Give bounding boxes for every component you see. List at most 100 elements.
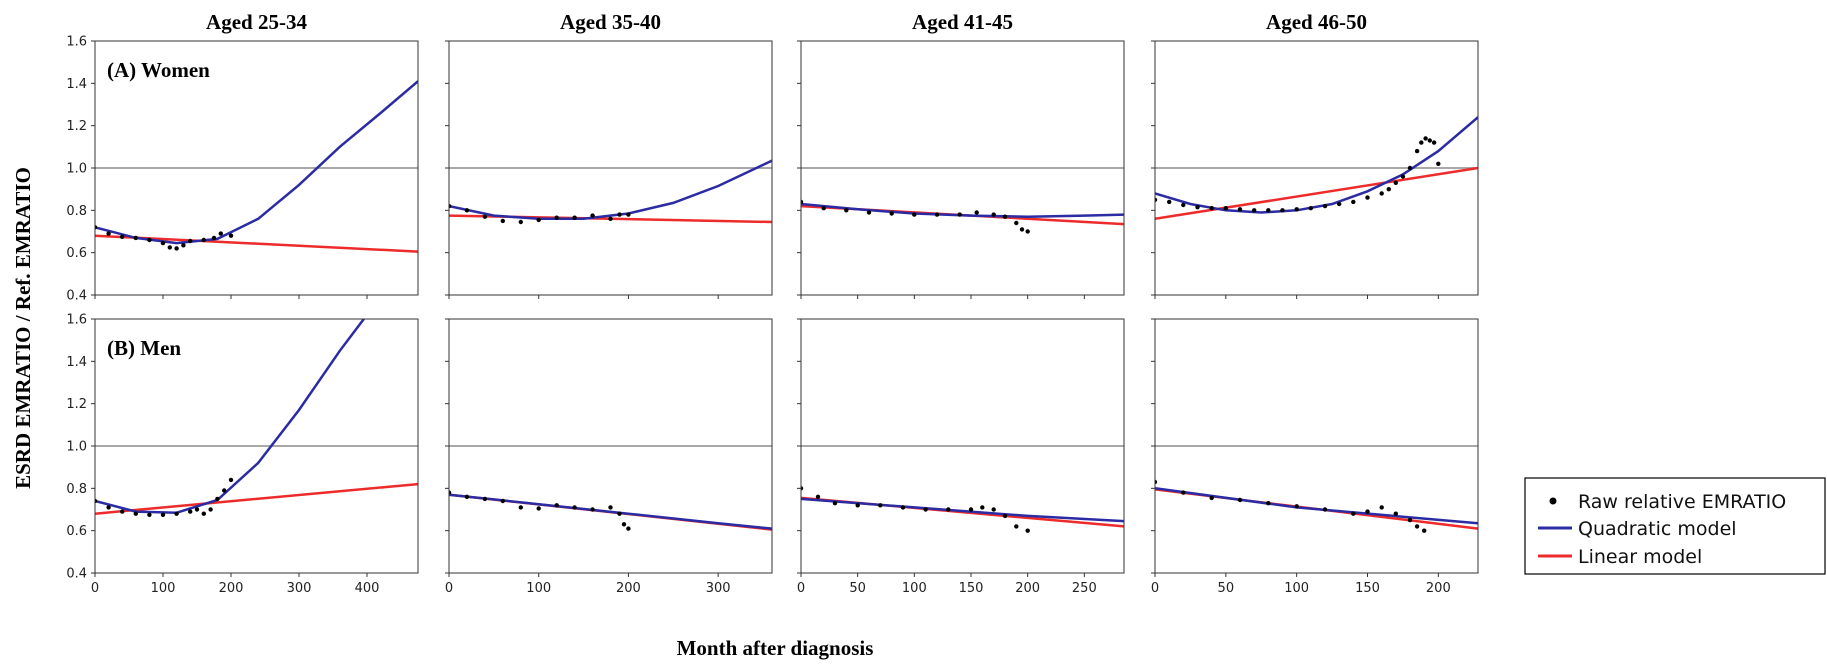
raw-data-point (991, 507, 996, 512)
raw-data-point (167, 245, 172, 250)
panel-women-1 (445, 40, 773, 299)
column-title: Aged 41-45 (912, 10, 1013, 34)
raw-data-point (844, 208, 849, 213)
panel-women-0: 0.4 0.6 0.8 1.0 1.2 1.4 1.6 (A) Women (66, 35, 419, 304)
raw-data-point (1414, 524, 1420, 529)
raw-data-point (1209, 206, 1214, 211)
column-title: Aged 46-50 (1266, 10, 1367, 34)
raw-data-point (1427, 138, 1433, 143)
x-tick-label: 100 (1284, 581, 1309, 596)
raw-data-point (147, 237, 152, 243)
quadratic-model-line (449, 493, 772, 530)
x-tick-label: 300 (287, 581, 312, 596)
row-label: (A) Women (107, 58, 210, 82)
raw-data-point (1322, 507, 1328, 512)
raw-data-point (1237, 497, 1243, 503)
raw-data-point (1294, 504, 1299, 509)
raw-data-point (160, 512, 166, 517)
raw-data-point (482, 214, 488, 219)
raw-data-point (188, 509, 193, 514)
raw-data-point (957, 212, 962, 217)
raw-data-point (536, 506, 541, 511)
raw-data-point (464, 208, 470, 213)
raw-data-point (95, 225, 98, 230)
raw-data-point (1002, 513, 1008, 519)
raw-data-point (228, 477, 234, 483)
raw-data-point (1280, 208, 1285, 213)
panel-women-3 (1151, 40, 1479, 299)
raw-data-point (946, 507, 951, 512)
y-tick-label: 0.4 (66, 567, 87, 582)
raw-data-point (1294, 207, 1299, 212)
quadratic-model-line (95, 319, 366, 514)
raw-data-point (106, 505, 111, 510)
raw-data-point (1025, 229, 1030, 234)
raw-data-point (923, 507, 928, 512)
y-tick-label: 1.6 (66, 313, 87, 328)
x-tick-label: 150 (959, 581, 984, 596)
raw-data-point (1422, 528, 1427, 533)
raw-data-point (500, 218, 505, 224)
raw-data-point (106, 231, 111, 236)
raw-data-point (1019, 227, 1025, 232)
y-tick-label: 0.8 (66, 204, 87, 219)
raw-data-point (900, 505, 906, 510)
raw-data-point (621, 522, 627, 527)
x-tick-label: 100 (526, 581, 551, 596)
raw-data-point (991, 212, 996, 217)
raw-data-point (120, 234, 125, 239)
raw-data-point (1393, 511, 1399, 516)
legend: Raw relative EMRATIO Quadratic model Lin… (1524, 477, 1826, 575)
raw-data-point (500, 498, 505, 504)
panel-men-1: 0 100 200 300 (445, 318, 773, 596)
legend-label-quadratic: Quadratic model (1578, 518, 1737, 540)
raw-data-point (608, 216, 613, 221)
x-tick-label: 0 (91, 581, 99, 596)
raw-data-point (1237, 207, 1243, 212)
raw-data-point (1155, 479, 1158, 485)
raw-data-point (194, 507, 200, 512)
raw-data-point (1431, 140, 1437, 145)
raw-data-point (1400, 174, 1406, 179)
raw-data-point (208, 507, 213, 512)
x-axis-label: Month after diagnosis (677, 636, 874, 660)
raw-data-point (626, 526, 631, 531)
raw-data-point (120, 509, 125, 514)
raw-data-point (626, 212, 631, 217)
x-tick-label: 0 (797, 581, 805, 596)
legend-box (1524, 477, 1826, 575)
x-tick-label: 100 (902, 581, 927, 596)
raw-data-point (1252, 208, 1257, 213)
raw-data-point (821, 206, 826, 211)
x-tick-label: 300 (706, 581, 731, 596)
raw-data-point (201, 237, 206, 243)
raw-data-point (449, 203, 452, 209)
x-tick-label: 250 (1072, 581, 1097, 596)
raw-data-point (1223, 206, 1229, 211)
raw-data-point (1322, 203, 1328, 209)
raw-data-point (1386, 187, 1392, 192)
y-tick-label: 1.0 (66, 440, 87, 455)
raw-data-point (1436, 161, 1441, 166)
y-axis-label: ESRD EMRATIO / Ref. EMRATIO (11, 167, 35, 489)
raw-data-point (1266, 208, 1271, 213)
raw-data-point (1393, 180, 1399, 185)
raw-data-point (1014, 524, 1019, 529)
panels-layer: Aged 25-34 Aged 35-40 Aged 41-45 Aged 46-50… (66, 10, 1479, 596)
raw-data-point (201, 511, 206, 516)
raw-data-point (590, 213, 595, 218)
raw-data-point (1351, 199, 1356, 205)
panel-women-2 (797, 40, 1125, 299)
x-tick-label: 200 (1426, 581, 1451, 596)
raw-data-point (617, 212, 622, 217)
quadratic-model-line (449, 159, 772, 221)
raw-data-point (1181, 490, 1186, 495)
raw-data-point (188, 238, 193, 244)
raw-data-point (1407, 517, 1413, 523)
raw-data-point (554, 215, 559, 220)
raw-data-point (1308, 206, 1314, 211)
raw-data-point (572, 505, 577, 510)
raw-data-point (1167, 199, 1172, 205)
